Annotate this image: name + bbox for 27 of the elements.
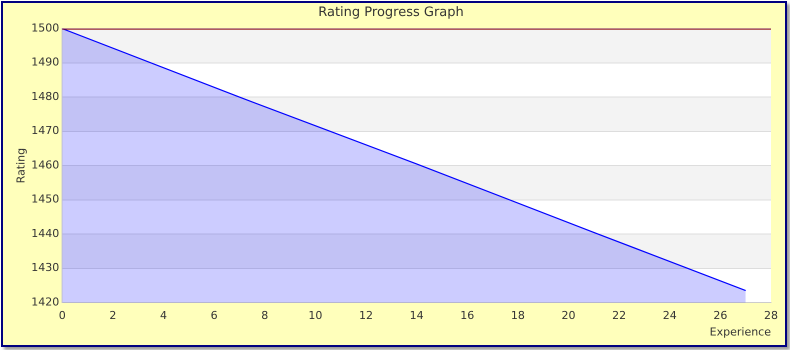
x-tick-label: 2 xyxy=(109,309,116,322)
y-tick-label: 1480 xyxy=(31,90,60,103)
x-tick-label: 28 xyxy=(764,309,778,322)
x-tick-label: 26 xyxy=(713,309,728,322)
y-tick-label: 1440 xyxy=(31,226,60,240)
x-tick-label: 10 xyxy=(308,309,322,322)
x-tick-label: 6 xyxy=(210,309,218,322)
x-tick-label: 20 xyxy=(561,309,576,322)
x-tick-label: 24 xyxy=(662,309,677,322)
y-tick-label: 1500 xyxy=(31,21,60,34)
y-tick-label: 1430 xyxy=(31,261,60,274)
y-tick-label: 1470 xyxy=(31,124,60,138)
x-tick-label: 16 xyxy=(460,309,474,322)
x-tick-label: 0 xyxy=(58,309,66,322)
x-tick-label: 8 xyxy=(261,309,268,322)
y-tick-label: 1420 xyxy=(31,295,60,308)
y-tick-label: 1490 xyxy=(31,56,60,69)
y-tick-label: 1460 xyxy=(31,158,60,172)
y-axis-title: Rating xyxy=(14,148,28,184)
x-axis-title: Experience xyxy=(710,325,772,338)
x-tick-label: 18 xyxy=(510,309,525,322)
x-tick-label: 12 xyxy=(358,309,373,322)
x-tick-label: 4 xyxy=(160,309,167,322)
y-tick-label: 1450 xyxy=(31,192,60,206)
chart-title: Rating Progress Graph xyxy=(318,5,464,20)
x-tick-label: 14 xyxy=(410,309,424,322)
x-tick-label: 22 xyxy=(612,309,626,322)
